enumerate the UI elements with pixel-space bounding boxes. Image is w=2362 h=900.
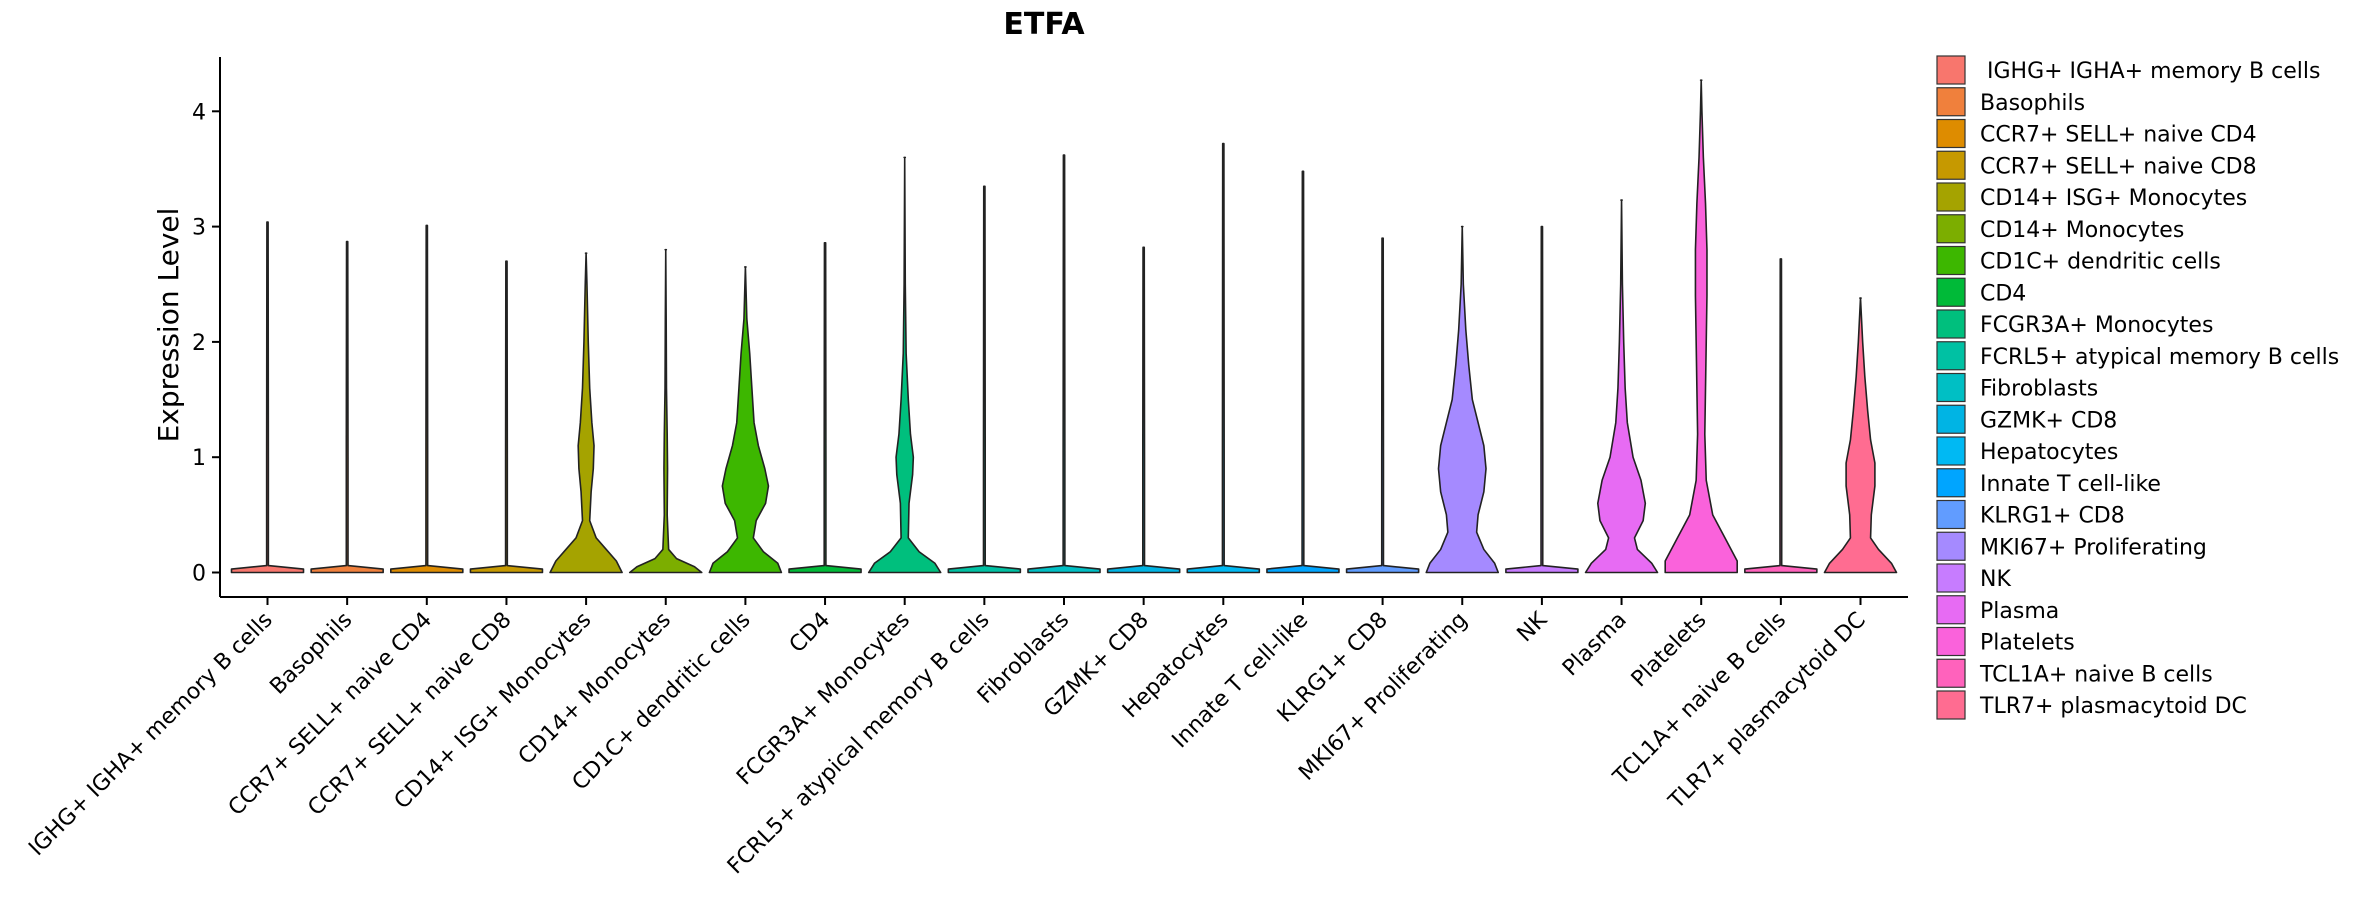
x-tick-label: Plasma xyxy=(1558,608,1632,682)
legend-swatch xyxy=(1936,436,1966,466)
x-tick-label: CD4 xyxy=(785,608,835,658)
legend-swatch xyxy=(1936,118,1966,149)
legend: IGHG+ IGHA+ memory B cells Basophils CCR7+… xyxy=(1936,55,2339,720)
violin-16 xyxy=(1505,225,1579,574)
legend-label: Innate T cell-like xyxy=(1980,472,2161,497)
legend-swatch xyxy=(1936,341,1966,371)
legend-label: FCRL5+ atypical memory B cells xyxy=(1980,345,2339,370)
legend-swatch xyxy=(1936,531,1966,561)
legend-label: CCR7+ SELL+ naive CD4 xyxy=(1980,123,2257,148)
violin-11 xyxy=(1106,246,1181,574)
violin-1 xyxy=(310,240,384,574)
legend-label: NK xyxy=(1980,567,2011,592)
y-tick-label: 0 xyxy=(192,562,206,587)
x-ticks: IGHG+ IGHA+ memory B cellsBasophilsCCR7+… xyxy=(24,597,1871,879)
legend-swatch xyxy=(1936,690,1966,720)
legend-label: Hepatocytes xyxy=(1980,440,2118,465)
legend-label: IGHG+ IGHA+ memory B cells xyxy=(1980,59,2320,84)
legend-swatch xyxy=(1936,468,1966,498)
violin-20 xyxy=(1823,297,1898,574)
legend-swatch xyxy=(1936,277,1966,307)
legend-swatch xyxy=(1936,595,1966,625)
legend-label: Fibroblasts xyxy=(1980,377,2098,402)
x-tick-label: NK xyxy=(1513,607,1553,647)
legend-label: Platelets xyxy=(1980,631,2075,656)
violin-4 xyxy=(549,252,623,574)
y-tick-label: 1 xyxy=(192,446,206,471)
legend-swatch xyxy=(1936,372,1966,403)
legend-label: KLRG1+ CD8 xyxy=(1980,504,2125,529)
violin-15 xyxy=(1425,225,1500,574)
legend-label: TLR7+ plasmacytoid DC xyxy=(1979,694,2247,719)
legend-swatch xyxy=(1936,87,1966,117)
x-tick-label: Innate T cell-like xyxy=(1168,608,1314,754)
legend-label: CCR7+ SELL+ naive CD8 xyxy=(1980,154,2257,179)
chart-title: ETFA xyxy=(1003,7,1085,42)
legend-swatch xyxy=(1936,404,1966,434)
legend-label: FCGR3A+ Monocytes xyxy=(1980,313,2213,338)
legend-swatch xyxy=(1936,563,1966,593)
legend-label: CD1C+ dendritic cells xyxy=(1980,250,2221,275)
violin-6 xyxy=(708,266,783,574)
legend-swatch xyxy=(1936,626,1966,657)
violin-5 xyxy=(628,248,703,574)
violin-13 xyxy=(1266,170,1340,574)
legend-label: GZMK+ CD8 xyxy=(1980,408,2117,433)
y-tick-label: 3 xyxy=(192,216,206,241)
x-tick-label: IGHG+ IGHA+ memory B cells xyxy=(24,608,277,861)
legend-swatch xyxy=(1936,214,1966,244)
y-axis-label: Expression Level xyxy=(152,208,185,443)
legend-label: Basophils xyxy=(1980,91,2085,116)
legend-label: Plasma xyxy=(1980,599,2059,624)
violin-2 xyxy=(390,224,464,574)
violin-8 xyxy=(867,156,942,574)
violin-7 xyxy=(788,241,862,574)
violins xyxy=(230,79,1898,574)
violin-17 xyxy=(1584,199,1659,574)
legend-label: CD14+ Monocytes xyxy=(1980,218,2184,243)
y-tick-label: 4 xyxy=(192,100,206,125)
legend-swatch xyxy=(1936,182,1966,212)
legend-swatch xyxy=(1936,245,1966,276)
legend-label: MKI67+ Proliferating xyxy=(1980,535,2207,560)
legend-swatch xyxy=(1936,150,1966,180)
y-tick-label: 2 xyxy=(192,331,206,356)
legend-label: CD14+ ISG+ Monocytes xyxy=(1980,186,2247,211)
violin-9 xyxy=(947,185,1022,574)
x-tick-label: CD14+ Monocytes xyxy=(514,608,676,770)
legend-swatch xyxy=(1936,658,1966,688)
violin-10 xyxy=(1027,154,1101,574)
violin-12 xyxy=(1186,142,1261,574)
legend-swatch xyxy=(1936,309,1966,339)
violin-19 xyxy=(1744,258,1818,574)
legend-label: TCL1A+ naive B cells xyxy=(1979,662,2213,687)
legend-swatch xyxy=(1936,55,1966,85)
legend-swatch xyxy=(1936,499,1966,530)
violin-18 xyxy=(1664,79,1738,574)
y-ticks: 0 1 2 3 4 xyxy=(192,100,220,587)
violin-3 xyxy=(469,260,544,574)
legend-label: CD4 xyxy=(1980,281,2026,306)
x-tick-label: Platelets xyxy=(1627,608,1712,693)
violin-14 xyxy=(1345,237,1420,574)
violin-0 xyxy=(230,221,305,574)
